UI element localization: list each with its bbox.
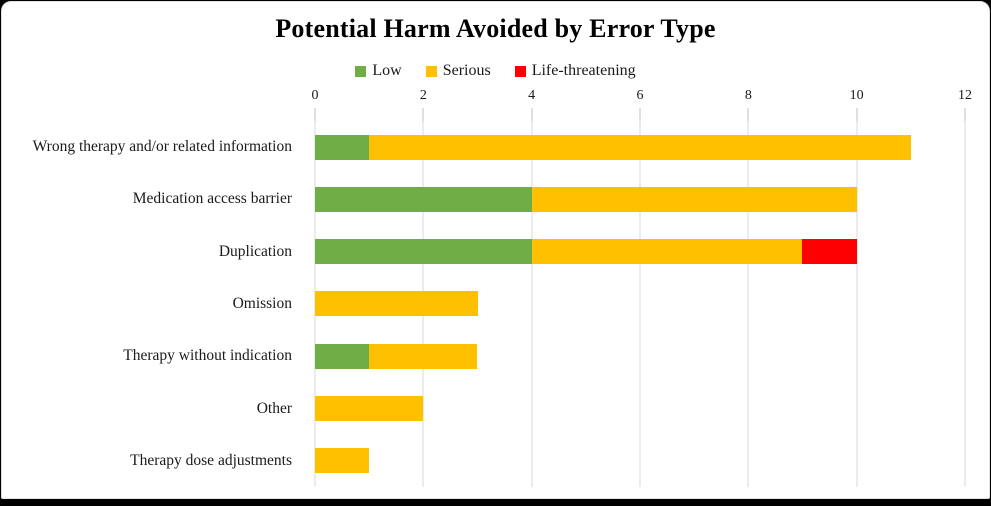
bar-segment-serious <box>531 239 803 265</box>
tick-mark <box>856 108 858 121</box>
gridline <box>964 121 966 487</box>
bar-rows <box>315 121 965 487</box>
x-axis-tick-label: 12 <box>958 88 972 103</box>
x-axis-tick-label: 2 <box>419 88 427 103</box>
legend-label: Serious <box>442 62 491 79</box>
bar-row <box>315 382 965 434</box>
legend-label: Life-threatening <box>531 62 636 79</box>
bar-stack <box>315 291 965 317</box>
category-label: Therapy dose adjustments <box>130 451 292 469</box>
bar-segment-low <box>315 134 370 160</box>
gridline <box>747 121 749 487</box>
legend-label: Low <box>372 62 402 79</box>
bar-segment-serious <box>369 134 911 160</box>
chart-title: Potential Harm Avoided by Error Type <box>275 14 716 43</box>
gridline <box>856 121 858 487</box>
bar-stack <box>315 134 965 160</box>
bar-row <box>315 435 965 487</box>
x-axis-tick-label: 8 <box>744 88 752 103</box>
tick-mark <box>422 108 424 121</box>
bar-stack <box>315 448 965 474</box>
legend-swatch-icon <box>355 65 367 77</box>
bar-row <box>315 330 965 382</box>
bar-row <box>315 226 965 278</box>
bar-segment-low <box>315 186 532 212</box>
bar-row <box>315 173 965 225</box>
bar-segment-low <box>315 239 532 265</box>
plot-area <box>314 121 966 487</box>
bar-stack <box>315 186 965 212</box>
gridline <box>639 121 641 487</box>
category-label: Medication access barrier <box>132 190 292 208</box>
x-axis-labels: 0 2 4 6 8 10 12 <box>311 88 973 104</box>
bar-segment-life-threatening <box>802 239 857 265</box>
bar-segment-serious <box>315 396 424 422</box>
category-label: Wrong therapy and/or related information <box>32 138 292 156</box>
category-label: Duplication <box>218 242 292 260</box>
tick-mark <box>314 108 316 121</box>
x-axis-tick-label: 10 <box>849 88 864 103</box>
gridline <box>531 121 533 487</box>
bar-segment-low <box>315 343 370 369</box>
legend-item-life-threatening: Life-threatening <box>514 62 636 80</box>
bar-segment-serious <box>315 291 478 317</box>
legend-swatch-icon <box>425 65 437 77</box>
legend: Low Serious Life-threatening <box>2 62 989 80</box>
bar-segment-serious <box>369 343 478 369</box>
bar-segment-serious <box>531 186 857 212</box>
bar-row <box>315 121 965 173</box>
bar-stack <box>315 396 965 422</box>
category-label: Omission <box>232 294 292 312</box>
legend-item-low: Low <box>355 62 402 80</box>
x-axis-ticks <box>314 108 966 121</box>
bar-segment-serious <box>315 448 370 474</box>
bar-stack <box>315 239 965 265</box>
bar-row <box>315 278 965 330</box>
x-axis-tick-label: 6 <box>636 88 644 103</box>
tick-mark <box>531 108 533 121</box>
bar-stack <box>315 343 965 369</box>
tick-mark <box>747 108 749 121</box>
category-label: Other <box>256 399 292 417</box>
bottom-black-strip <box>0 499 991 506</box>
category-labels: Wrong therapy and/or related information… <box>2 121 303 487</box>
x-axis-tick-label: 4 <box>528 88 536 103</box>
category-label: Therapy without indication <box>123 347 292 365</box>
tick-mark <box>639 108 641 121</box>
legend-swatch-icon <box>514 65 526 77</box>
x-axis-tick-label: 0 <box>311 88 319 103</box>
tick-mark <box>964 108 966 121</box>
legend-item-serious: Serious <box>425 62 491 80</box>
